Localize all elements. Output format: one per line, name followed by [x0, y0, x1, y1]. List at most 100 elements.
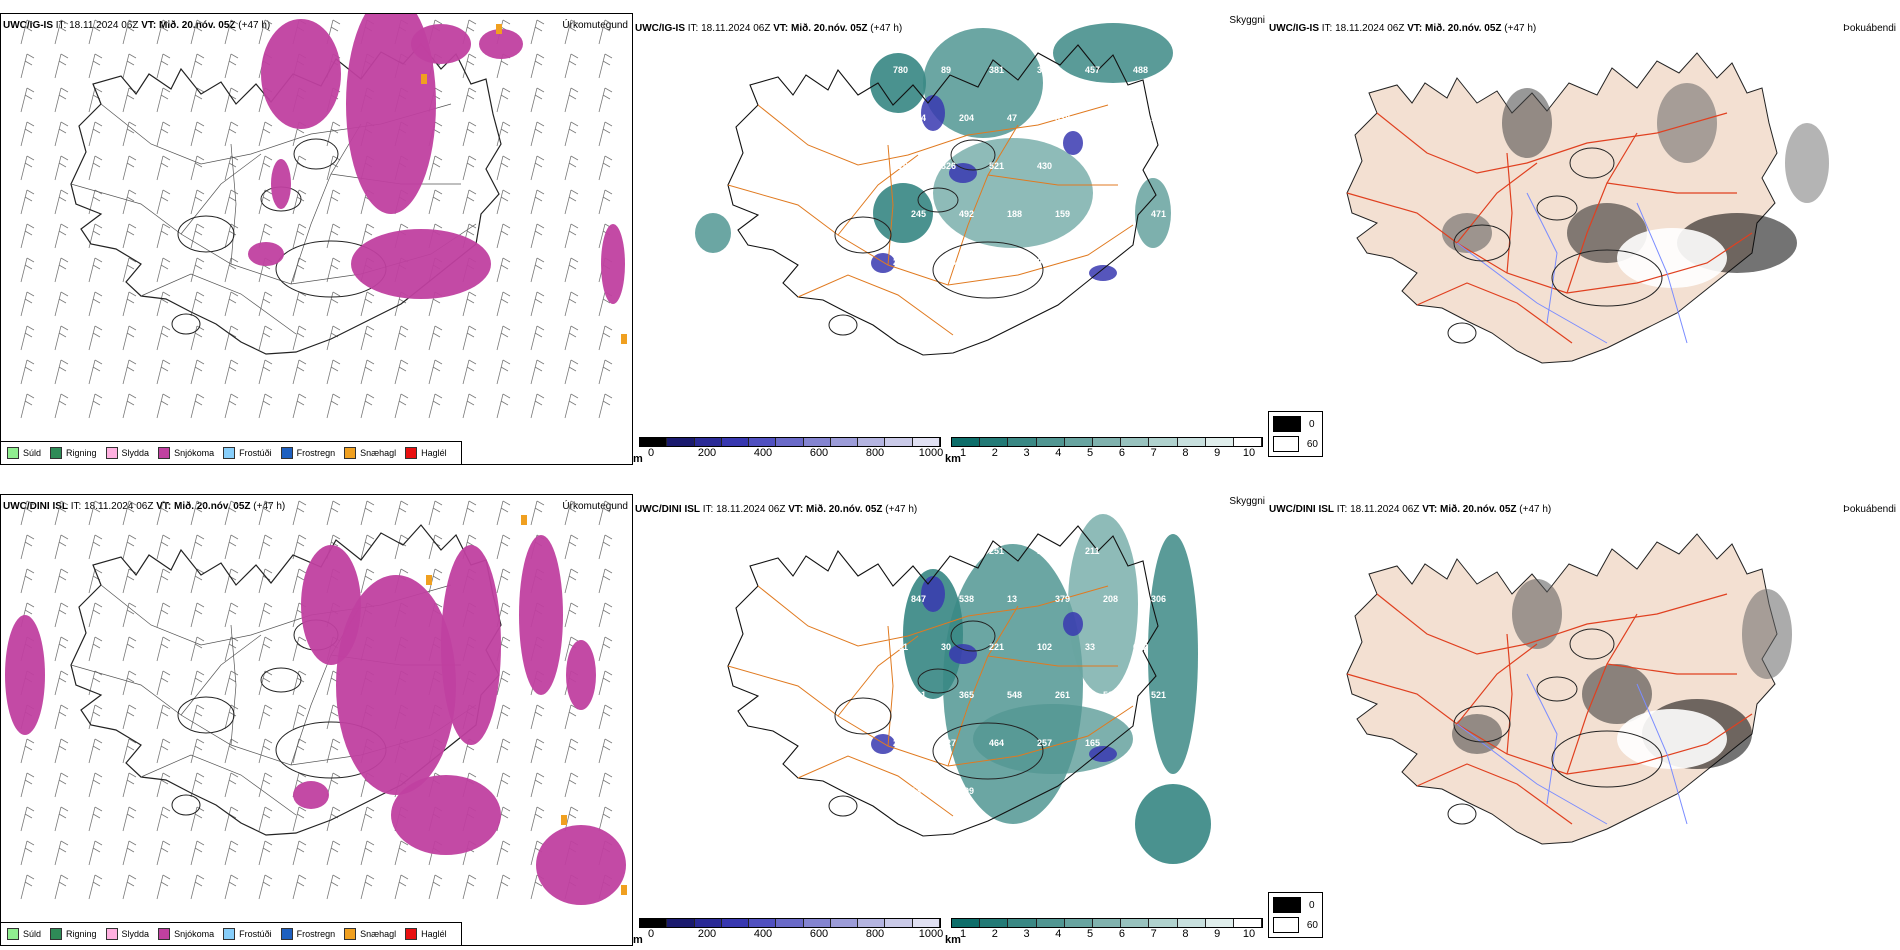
wind-barb — [122, 325, 137, 351]
snow-pellet-area — [521, 515, 527, 525]
colorbar-tick-label: 4 — [1055, 447, 1062, 459]
snowfall-area — [261, 19, 341, 129]
wind-barb — [122, 602, 137, 628]
wind-barb — [428, 534, 443, 560]
colorbar-strip — [639, 918, 941, 928]
colorbar-segment — [1008, 438, 1037, 446]
river-line — [1526, 192, 1558, 324]
legend-swatch — [344, 447, 357, 459]
wind-barb — [428, 874, 443, 900]
low-ceiling-area — [949, 644, 977, 664]
wind-barb — [496, 500, 511, 526]
wind-barb — [326, 257, 341, 283]
wind-barb — [564, 257, 579, 283]
fog-area — [1785, 123, 1829, 203]
wind-barb — [564, 738, 579, 764]
snow-height-label: 33 — [1085, 642, 1095, 652]
colorbar-tick-label: 2 — [991, 447, 998, 459]
wind-barb — [326, 291, 341, 317]
it-label: IT: — [1336, 504, 1348, 515]
low-ceiling-area — [921, 95, 945, 131]
wind-barb — [496, 738, 511, 764]
colorbar-tick-label: 5 — [1087, 447, 1094, 459]
wind-barb — [496, 772, 511, 798]
wind-barb — [122, 840, 137, 866]
wind-barb — [292, 840, 307, 866]
snow-height-label: 188 — [1007, 209, 1022, 219]
wind-barb — [122, 772, 137, 798]
wind-barb — [326, 155, 341, 181]
snowfall-area — [5, 615, 45, 735]
wind-barb — [462, 121, 477, 147]
colorbar-segment — [694, 919, 722, 927]
lead-time: (+47 h) — [885, 504, 918, 515]
wind-barb — [156, 806, 171, 832]
colorbar-tick-label: 400 — [753, 447, 773, 459]
colorbar-tick-label: 7 — [1150, 928, 1157, 940]
snow-height-label: 213 — [941, 257, 956, 267]
wind-barb — [530, 257, 545, 283]
lead-time: (+47 h) — [1519, 504, 1552, 515]
colorbar-tick-label: 0 — [647, 928, 655, 940]
colorbar-tick-label: 5 — [1087, 928, 1094, 940]
cloud-base-area — [1135, 178, 1171, 248]
panel-type-label: Þokuábendi — [1843, 504, 1896, 515]
snowfall-area — [336, 575, 456, 795]
snow-height-label: 488 — [893, 546, 908, 556]
wind-barb — [20, 87, 35, 113]
wind-barb — [496, 359, 511, 385]
wind-barb — [190, 223, 205, 249]
wind-barb — [496, 534, 511, 560]
wind-barb — [88, 534, 103, 560]
colorbar-segment — [803, 438, 831, 446]
colorbar-ticks: 1 2 3 4 5 6 7 8 9 10 — [951, 928, 1261, 942]
glacier-outline — [834, 216, 892, 254]
wind-barb — [156, 874, 171, 900]
vt-value: Mið. 20.nóv. 05Z — [159, 20, 236, 31]
fog-area — [1442, 213, 1492, 253]
colorbar-segment — [776, 919, 804, 927]
snow-height-label: 799 — [959, 786, 974, 796]
wind-barb — [156, 121, 171, 147]
wind-barb — [122, 155, 137, 181]
colorbar-tick-label: 800 — [865, 447, 885, 459]
snowfall-area — [566, 640, 596, 710]
wind-barb — [598, 325, 613, 351]
legend-item: Snjókoma — [158, 447, 214, 459]
colorbar-segment — [749, 919, 777, 927]
wind-barb — [258, 534, 273, 560]
wind-barb — [258, 19, 273, 45]
wind-barb — [54, 189, 69, 215]
panel-type-label: Úrkomutegund — [562, 501, 628, 512]
wind-barb — [20, 291, 35, 317]
colorbar-tick-label: 1 — [959, 447, 967, 459]
colorbar-tick-label: 9 — [1214, 447, 1221, 459]
wind-barb — [20, 738, 35, 764]
wind-barb — [258, 325, 273, 351]
snow-height-label: 847 — [911, 594, 926, 604]
wind-barb — [292, 223, 307, 249]
river-line — [1456, 242, 1608, 344]
snow-height-label: 168 — [1133, 738, 1148, 748]
colorbar-segment — [749, 438, 777, 446]
wind-barb — [190, 806, 205, 832]
wind-barb — [122, 291, 137, 317]
glacier-outline — [1536, 195, 1578, 221]
road-line — [230, 143, 237, 265]
wind-barb — [428, 189, 443, 215]
wind-barb — [88, 121, 103, 147]
wind-barb — [88, 325, 103, 351]
colorbar-segment — [980, 438, 1009, 446]
wind-barb — [156, 738, 171, 764]
wind-barb — [54, 806, 69, 832]
snow-height-label: 562 — [1103, 690, 1118, 700]
wind-barb — [258, 772, 273, 798]
colorbar-tick-label: 7 — [1150, 447, 1157, 459]
snow-height-label: 210 — [893, 161, 908, 171]
wind-barb — [258, 359, 273, 385]
wind-barb — [156, 772, 171, 798]
wind-barb — [258, 670, 273, 696]
cloud-base-area — [870, 53, 926, 113]
wind-barb — [530, 393, 545, 419]
low-ceiling-area — [921, 576, 945, 612]
